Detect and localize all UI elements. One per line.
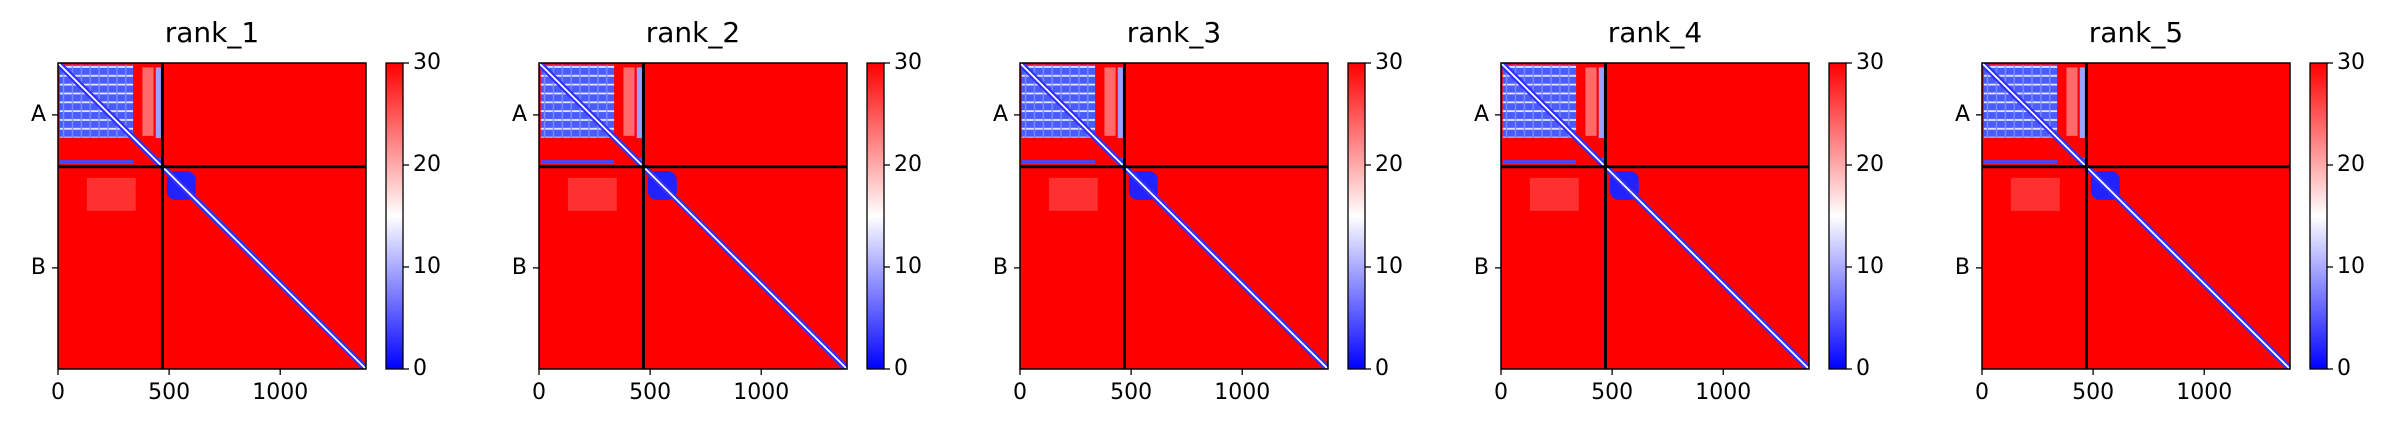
colorbar-tick-label: 30: [894, 50, 922, 75]
x-tick-label: 500: [1591, 380, 1633, 405]
y-tick-label: B: [1474, 255, 1489, 280]
axes-frame: [1500, 62, 1810, 370]
colorbar-tick-label: 10: [1856, 254, 1884, 279]
panel: rank_5 0 500 1000 A B 0 10 20 30: [1955, 16, 2365, 405]
x-tick-label: 0: [1494, 380, 1508, 405]
x-tick-label: 1000: [1695, 380, 1751, 405]
colorbar-tick-label: 20: [1375, 152, 1403, 177]
panel: rank_2 0 500 1000 A B 0 10 20 30: [512, 16, 922, 405]
colorbar-tick-label: 30: [1856, 50, 1884, 75]
colorbar-tick-label: 20: [1856, 152, 1884, 177]
x-tick-label: 500: [148, 380, 190, 405]
panel-title: rank_1: [165, 16, 259, 49]
colorbar: [385, 62, 404, 370]
x-tick-label: 500: [629, 380, 671, 405]
colorbar: [2309, 62, 2328, 370]
y-tick-label: B: [993, 255, 1008, 280]
axes-frame: [57, 62, 367, 370]
colorbar-tick-label: 0: [894, 356, 908, 381]
x-tick-label: 1000: [2176, 380, 2232, 405]
heatmap-image: [1020, 63, 1328, 369]
y-tick-label: A: [993, 102, 1008, 127]
y-tick-label: A: [1955, 102, 1970, 127]
colorbar-tick-label: 30: [413, 50, 441, 75]
colorbar-tick-label: 30: [1375, 50, 1403, 75]
x-tick-label: 1000: [733, 380, 789, 405]
colorbar-tick-label: 0: [413, 356, 427, 381]
colorbar-tick-label: 30: [2337, 50, 2365, 75]
panel: rank_4 0 500 1000 A B 0 10 20 30: [1474, 16, 1884, 405]
y-tick-label: B: [512, 255, 527, 280]
x-tick-label: 0: [1013, 380, 1027, 405]
x-tick-label: 0: [51, 380, 65, 405]
panel-title: rank_2: [646, 16, 740, 49]
x-tick-label: 500: [2072, 380, 2114, 405]
colorbar-tick-label: 20: [894, 152, 922, 177]
panel-title: rank_4: [1608, 16, 1702, 49]
axes-frame: [1019, 62, 1329, 370]
heatmap-image: [58, 63, 366, 369]
x-tick-label: 0: [532, 380, 546, 405]
y-tick-label: A: [512, 102, 527, 127]
colorbar-tick-label: 10: [413, 254, 441, 279]
y-tick-label: A: [1474, 102, 1489, 127]
colorbar: [866, 62, 885, 370]
panel: rank_3 0 500 1000 A B 0 10 20 30: [993, 16, 1403, 405]
heatmap-image: [1982, 63, 2290, 369]
y-tick-label: B: [1955, 255, 1970, 280]
heatmap-image: [539, 63, 847, 369]
panel-title: rank_3: [1127, 16, 1221, 49]
x-tick-label: 1000: [1214, 380, 1270, 405]
axes-frame: [1981, 62, 2291, 370]
panel-title: rank_5: [2089, 16, 2183, 49]
x-tick-label: 500: [1110, 380, 1152, 405]
colorbar-tick-label: 0: [2337, 356, 2351, 381]
colorbar: [1828, 62, 1847, 370]
y-tick-label: A: [31, 102, 46, 127]
heatmap-image: [1501, 63, 1809, 369]
x-tick-label: 0: [1975, 380, 1989, 405]
colorbar-tick-label: 10: [2337, 254, 2365, 279]
colorbar-tick-label: 20: [413, 152, 441, 177]
x-tick-label: 1000: [252, 380, 308, 405]
y-tick-label: B: [31, 255, 46, 280]
axes-frame: [538, 62, 848, 370]
panel: rank_1 0 500 1000 A B 0 10 20 30: [31, 16, 441, 405]
colorbar: [1347, 62, 1366, 370]
colorbar-tick-label: 20: [2337, 152, 2365, 177]
colorbar-tick-label: 0: [1375, 356, 1389, 381]
colorbar-tick-label: 10: [1375, 254, 1403, 279]
colorbar-tick-label: 10: [894, 254, 922, 279]
colorbar-tick-label: 0: [1856, 356, 1870, 381]
